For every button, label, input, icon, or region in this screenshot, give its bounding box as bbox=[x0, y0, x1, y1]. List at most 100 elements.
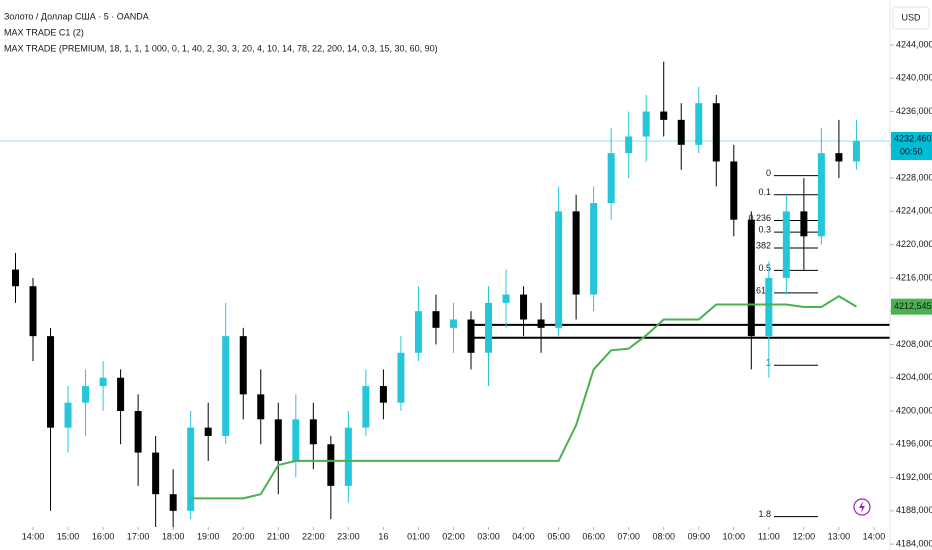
candle-body bbox=[502, 294, 510, 303]
axes: 4184,000 4188,000 4192,000 4196,000 4200,000… bbox=[22, 39, 932, 548]
candle-body bbox=[660, 111, 668, 120]
y-tick-label: 4236,000 bbox=[896, 106, 932, 116]
y-tick-label: 4200,000 bbox=[896, 405, 932, 415]
x-tick-label: 12:00 bbox=[793, 531, 816, 541]
candle-body bbox=[257, 394, 265, 420]
currency: USD bbox=[901, 12, 921, 22]
y-tick-label: 4240,000 bbox=[896, 73, 932, 83]
x-tick-label: 17:00 bbox=[127, 531, 150, 541]
candle-body bbox=[730, 161, 738, 220]
x-tick-label: 18:00 bbox=[162, 531, 185, 541]
candle-body bbox=[187, 427, 195, 511]
x-tick-label: 21:00 bbox=[267, 531, 290, 541]
candle-body bbox=[414, 311, 422, 353]
x-tick-label: 16:00 bbox=[92, 531, 115, 541]
candle-body bbox=[555, 211, 563, 328]
candle-body bbox=[572, 211, 580, 295]
candle-body bbox=[800, 211, 808, 237]
y-tick-label: 4184,000 bbox=[896, 538, 932, 548]
candle-body bbox=[117, 377, 125, 412]
candle-body bbox=[467, 319, 475, 353]
candle-body bbox=[695, 103, 703, 145]
candle-body bbox=[607, 153, 615, 204]
x-tick-label: 01:00 bbox=[407, 531, 430, 541]
candle-body bbox=[29, 286, 37, 337]
candle-body bbox=[625, 136, 633, 154]
countdown-label: 00:50 bbox=[900, 146, 923, 156]
indicator-price-tag bbox=[891, 298, 932, 315]
candle-body bbox=[327, 444, 335, 486]
x-tick-label: 14:00 bbox=[22, 531, 45, 541]
fib-label: 0.1 bbox=[758, 187, 771, 197]
x-tick-label: 03:00 bbox=[477, 531, 500, 541]
fib-label: 0.5 bbox=[758, 263, 771, 273]
fib-label: 0.236 bbox=[748, 213, 771, 223]
x-tick-label: 08:00 bbox=[652, 531, 675, 541]
candle-body bbox=[747, 219, 755, 337]
candle-body bbox=[11, 269, 19, 287]
fib-label: 1.8 bbox=[758, 509, 771, 519]
candle-body bbox=[782, 211, 790, 278]
fib-label: 0.382 bbox=[748, 240, 771, 250]
candle-body bbox=[537, 319, 545, 328]
y-tick-label: 4216,000 bbox=[896, 272, 932, 282]
fib-label: 0.618 bbox=[748, 285, 771, 295]
x-axis-strip bbox=[0, 527, 890, 550]
x-tick-label: 16 bbox=[378, 531, 388, 541]
candle-body bbox=[82, 386, 90, 403]
candle-body bbox=[765, 277, 773, 337]
candle-body bbox=[852, 140, 860, 162]
x-tick-label: 11:00 bbox=[758, 531, 780, 541]
x-tick-label: 02:00 bbox=[442, 531, 465, 541]
candle-body bbox=[379, 386, 387, 403]
fib-label: 0.3 bbox=[758, 225, 771, 235]
x-tick-label: 07:00 bbox=[617, 531, 640, 541]
y-tick-label: 4188,000 bbox=[896, 505, 932, 515]
x-tick-label: 15:00 bbox=[57, 531, 80, 541]
candle-body bbox=[134, 411, 142, 453]
last-price-tag bbox=[891, 131, 932, 160]
candle-body bbox=[344, 427, 352, 486]
candle-body bbox=[47, 336, 55, 428]
y-tick-label: 4224,000 bbox=[896, 206, 932, 216]
candle-body bbox=[677, 119, 685, 145]
alert-icon[interactable] bbox=[853, 498, 871, 516]
candle-body bbox=[274, 419, 282, 461]
candle-body bbox=[222, 336, 230, 436]
alert-bolt bbox=[859, 501, 865, 513]
indicator-line bbox=[190, 295, 857, 500]
x-tick-label: 09:00 bbox=[687, 531, 710, 541]
candle-body bbox=[292, 419, 300, 461]
currency-button[interactable] bbox=[892, 6, 930, 30]
x-tick-label: 23:00 bbox=[337, 531, 360, 541]
y-axis-strip bbox=[890, 0, 932, 550]
candle-body bbox=[520, 294, 528, 320]
candle-body bbox=[64, 402, 72, 428]
x-tick-label: 19:00 bbox=[197, 531, 220, 541]
candle-body bbox=[835, 153, 843, 162]
candle-body bbox=[590, 203, 598, 295]
candle-body bbox=[362, 386, 370, 428]
candle-body bbox=[239, 336, 247, 395]
indicator-name: MAX TRADE (PREMIUM, 18, 1, 1, 1 000, 0, … bbox=[4, 43, 438, 53]
x-tick-label: 22:00 bbox=[302, 531, 325, 541]
x-tick-label: 20:00 bbox=[232, 531, 255, 541]
symbol-title: Золото / Доллар США · 5 · OANDA bbox=[4, 11, 149, 21]
x-tick-label: 10:00 bbox=[723, 531, 746, 541]
x-tick-label: 13:00 bbox=[828, 531, 851, 541]
candle-body bbox=[152, 452, 160, 495]
candle-body bbox=[817, 153, 825, 237]
y-tick-label: 4220,000 bbox=[896, 239, 932, 249]
y-tick-label: 4228,000 bbox=[896, 172, 932, 182]
indicator-price-label: 4212,545 bbox=[894, 301, 932, 311]
y-tick-label: 4192,000 bbox=[896, 472, 932, 482]
fib-label: 0 bbox=[766, 168, 771, 178]
candle-body bbox=[485, 302, 493, 353]
candle-body bbox=[309, 419, 317, 445]
candle-body bbox=[449, 319, 457, 328]
indicator-name: MAX TRADE C1 (2) bbox=[4, 27, 84, 37]
